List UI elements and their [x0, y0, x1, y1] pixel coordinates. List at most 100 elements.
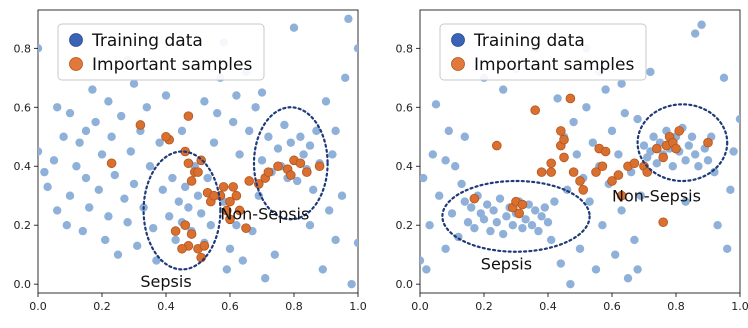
legend-marker [69, 33, 83, 47]
training-point [289, 23, 299, 32]
important-point [491, 140, 502, 151]
training-point [630, 235, 639, 245]
training-point [299, 150, 308, 159]
training-point [341, 73, 350, 83]
training-point [43, 182, 52, 192]
training-point [158, 185, 167, 195]
important-point [517, 199, 528, 210]
training-point [257, 156, 267, 165]
training-point [723, 244, 732, 253]
legend: Training data Important samples [57, 23, 265, 81]
training-point [691, 29, 700, 38]
x-tick-label: 0.4 [157, 300, 175, 313]
y-tick-label: 0.0 [14, 278, 32, 291]
training-point [353, 238, 358, 248]
cluster-ellipse [142, 150, 222, 271]
training-point [347, 279, 356, 289]
training-point [209, 138, 219, 147]
training-point [550, 197, 559, 206]
training-point [331, 235, 340, 245]
cluster-label: Non-Sepsis [612, 187, 701, 206]
legend-marker [69, 57, 83, 71]
training-point [264, 132, 273, 141]
x-tick-label: 1.0 [731, 300, 748, 313]
training-point [213, 108, 222, 118]
important-point [568, 167, 579, 177]
training-point [463, 218, 473, 227]
training-point [59, 132, 68, 141]
training-point [245, 126, 254, 136]
training-point [547, 235, 556, 245]
important-point [565, 93, 576, 104]
training-point [270, 250, 279, 259]
training-point [697, 20, 706, 29]
training-point [499, 85, 508, 94]
training-point [104, 97, 113, 106]
x-tick-label: 0.2 [475, 300, 493, 313]
important-point [295, 158, 306, 169]
y-tick-label: 0.8 [14, 42, 32, 55]
training-point [257, 88, 267, 97]
legend: Training data Important samples [439, 23, 647, 81]
training-point [62, 220, 71, 230]
legend-label: Important samples [474, 55, 634, 75]
important-point [546, 158, 556, 169]
training-point [353, 44, 358, 53]
training-point [668, 162, 677, 171]
training-point [129, 79, 139, 88]
training-point [435, 191, 444, 200]
training-point [325, 206, 334, 215]
training-point [566, 279, 575, 289]
important-point [135, 120, 146, 130]
legend-box [439, 23, 647, 81]
important-point [209, 190, 219, 201]
training-point [729, 147, 738, 156]
training-point [422, 265, 431, 274]
training-point [296, 132, 305, 141]
important-point [578, 185, 588, 195]
training-point [120, 194, 129, 203]
training-point [486, 226, 495, 236]
legend-label: Training data [473, 31, 585, 51]
x-tick-label: 0.4 [539, 300, 557, 313]
training-point [91, 117, 100, 127]
training-point [206, 220, 215, 230]
cluster-ellipse [441, 179, 591, 253]
training-point [235, 150, 244, 159]
important-point [703, 137, 713, 148]
legend-box [57, 23, 265, 81]
training-point [420, 256, 425, 265]
training-point [694, 162, 703, 171]
training-point [81, 173, 91, 183]
x-tick-label: 0.8 [285, 300, 303, 313]
training-point [203, 173, 212, 183]
right-scatter-plot: 0.0 0.2 0.4 0.6 0.8 1.0 0.0 0.2 0.4 0.6 0.8 Sepsis N… [396, 9, 748, 313]
important-point [180, 220, 191, 230]
important-point [559, 134, 569, 145]
training-point [85, 203, 94, 212]
training-point [508, 220, 517, 230]
training-point [518, 223, 527, 233]
important-point [241, 223, 251, 233]
training-point [735, 114, 740, 124]
important-samples-series [106, 111, 325, 263]
important-point [222, 205, 232, 216]
important-point [263, 167, 274, 177]
training-point [623, 274, 633, 283]
training-point [691, 150, 700, 159]
training-point [193, 191, 203, 200]
important-point [658, 152, 668, 163]
x-tick-label: 0.0 [411, 300, 429, 313]
important-point [177, 243, 187, 254]
training-point [161, 91, 171, 100]
training-point [305, 141, 315, 150]
important-point [555, 126, 566, 136]
training-point [444, 126, 453, 136]
training-point [65, 191, 75, 200]
important-point [301, 167, 312, 177]
training-point [65, 108, 75, 118]
important-point [285, 170, 296, 180]
x-tick-label: 0.0 [29, 300, 47, 313]
training-point [49, 156, 59, 165]
training-point [428, 150, 437, 159]
